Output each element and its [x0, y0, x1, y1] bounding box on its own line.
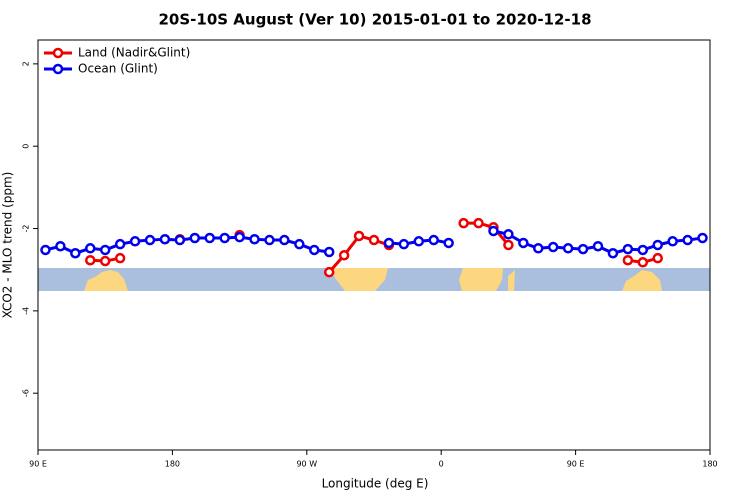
- point: [518, 237, 529, 249]
- y-tick-label: 2: [22, 61, 31, 66]
- land-shape: [330, 268, 388, 291]
- land-shape: [84, 270, 128, 291]
- point: [279, 234, 290, 246]
- point: [413, 236, 425, 247]
- point: [368, 234, 380, 246]
- point: [637, 244, 649, 256]
- point: [562, 243, 574, 254]
- point: [458, 217, 469, 229]
- point: [428, 234, 439, 246]
- point: [99, 255, 111, 267]
- point: [129, 236, 141, 247]
- point: [338, 250, 350, 261]
- x-tick-label: 90 W: [296, 460, 317, 469]
- legend-marker: [52, 63, 64, 75]
- point: [159, 233, 171, 245]
- point: [577, 243, 589, 255]
- legend-label: Land (Nadir&Glint): [78, 46, 190, 60]
- point: [637, 257, 649, 268]
- point: [443, 237, 454, 249]
- point: [503, 239, 514, 251]
- series-line: [328, 234, 390, 274]
- chart-title: 20S-10S August (Ver 10) 2015-01-01 to 20…: [158, 11, 591, 29]
- point: [70, 247, 81, 259]
- land-mask: [38, 268, 710, 291]
- point: [189, 232, 201, 244]
- point: [204, 232, 215, 244]
- point: [323, 266, 335, 278]
- point: [234, 231, 245, 243]
- point: [114, 238, 126, 250]
- point: [697, 232, 708, 244]
- x-tick-label: 90 E: [567, 460, 585, 469]
- x-axis-label: Longitude (deg E): [322, 477, 429, 491]
- point: [607, 247, 619, 259]
- point: [652, 252, 663, 264]
- point: [40, 244, 51, 256]
- point: [533, 243, 544, 254]
- y-axis-label: XCO2 - MLO trend (ppm): [1, 172, 15, 319]
- y-tick-label: -4: [22, 307, 31, 315]
- point: [622, 243, 634, 255]
- point: [473, 217, 484, 229]
- point: [85, 254, 96, 266]
- point: [264, 234, 275, 246]
- point: [398, 238, 410, 250]
- x-tick-label: 180: [165, 460, 180, 469]
- point: [503, 229, 514, 240]
- point: [219, 232, 230, 244]
- point: [682, 234, 693, 246]
- point: [488, 225, 499, 237]
- point: [249, 233, 260, 245]
- point: [652, 239, 663, 251]
- point: [174, 234, 186, 246]
- point: [622, 254, 634, 266]
- land-shape: [459, 268, 515, 291]
- point: [323, 246, 335, 258]
- point: [547, 241, 559, 253]
- x-tick-label: 90 E: [29, 460, 47, 469]
- point: [99, 244, 111, 256]
- point: [353, 230, 365, 242]
- y-tick-label: -6: [22, 389, 31, 397]
- point: [294, 238, 305, 250]
- point: [592, 240, 604, 252]
- series-line: [463, 221, 510, 246]
- point: [55, 240, 66, 252]
- legend-label: Ocean (Glint): [78, 62, 158, 76]
- point: [309, 244, 320, 256]
- y-tick-label: -2: [22, 225, 31, 233]
- point: [85, 243, 96, 254]
- point: [667, 236, 678, 247]
- x-tick-label: 0: [439, 460, 444, 469]
- y-tick-label: 0: [22, 144, 31, 149]
- point: [114, 252, 126, 264]
- point: [144, 234, 156, 246]
- land-shape: [622, 270, 662, 291]
- plot-frame: [37, 39, 711, 451]
- x-tick-label: 180: [702, 460, 717, 469]
- point: [383, 237, 395, 249]
- legend-marker: [52, 47, 64, 59]
